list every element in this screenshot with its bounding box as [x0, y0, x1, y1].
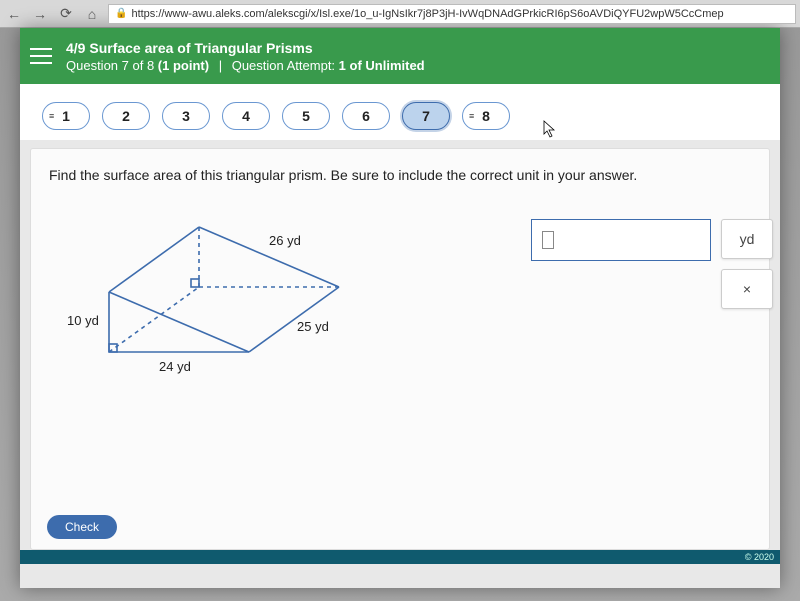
prism-diagram: 26 yd 10 yd 25 yd 24 yd: [49, 207, 349, 417]
answer-input[interactable]: [531, 219, 711, 261]
lock-icon: 🔒: [115, 8, 127, 19]
question-text: Find the surface area of this triangular…: [49, 167, 751, 183]
answer-panel: yd ×: [531, 219, 773, 309]
nav-pill-5[interactable]: 5: [282, 102, 330, 130]
browser-toolbar: ← → ⟳ ⌂ 🔒 https://www-awu.aleks.com/alek…: [0, 0, 800, 28]
label-bottom: 24 yd: [159, 359, 191, 374]
nav-pill-7[interactable]: 7: [402, 102, 450, 130]
label-top: 26 yd: [269, 233, 301, 248]
clear-button[interactable]: ×: [721, 269, 773, 309]
forward-button[interactable]: →: [30, 4, 50, 24]
page-container: 4/9 Surface area of Triangular Prisms Qu…: [20, 28, 780, 588]
nav-pill-3[interactable]: 3: [162, 102, 210, 130]
unit-button[interactable]: yd: [721, 219, 773, 259]
url-bar[interactable]: 🔒 https://www-awu.aleks.com/alekscgi/x/I…: [108, 4, 796, 24]
question-meta: Question 7 of 8 (1 point) | Question Att…: [66, 58, 425, 73]
nav-pill-2[interactable]: 2: [102, 102, 150, 130]
nav-pill-6[interactable]: 6: [342, 102, 390, 130]
topic-title: 4/9 Surface area of Triangular Prisms: [66, 40, 425, 56]
home-button[interactable]: ⌂: [82, 4, 102, 24]
question-nav: 1 2 3 4 5 6 7 8: [20, 84, 780, 140]
assignment-header: 4/9 Surface area of Triangular Prisms Qu…: [20, 28, 780, 84]
nav-pill-1[interactable]: 1: [42, 102, 90, 130]
label-right: 25 yd: [297, 319, 329, 334]
back-button[interactable]: ←: [4, 4, 24, 24]
check-button[interactable]: Check: [47, 515, 117, 539]
copyright: © 2020: [745, 552, 774, 562]
url-text: https://www-awu.aleks.com/alekscgi/x/Isl…: [131, 8, 723, 20]
menu-icon[interactable]: [30, 48, 52, 64]
label-left: 10 yd: [67, 313, 99, 328]
question-content: Find the surface area of this triangular…: [30, 148, 770, 550]
reload-button[interactable]: ⟳: [56, 4, 76, 24]
nav-pill-4[interactable]: 4: [222, 102, 270, 130]
footer: © 2020: [20, 550, 780, 564]
answer-placeholder: [542, 231, 554, 249]
nav-pill-8[interactable]: 8: [462, 102, 510, 130]
